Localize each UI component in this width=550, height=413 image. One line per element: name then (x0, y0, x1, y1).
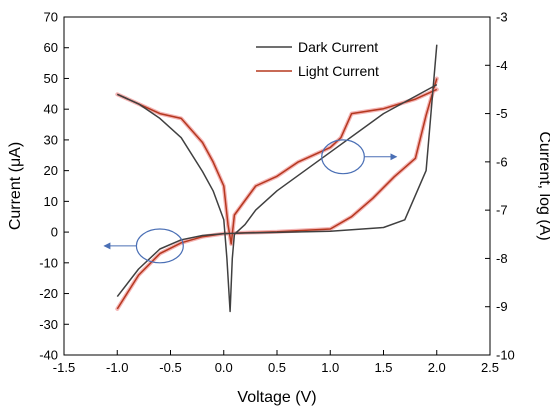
plot-area-frame (63, 16, 491, 356)
x-tick-label: 0.5 (268, 360, 286, 375)
x-axis-ticks: -1.5 -1.0 -0.5 0.0 0.5 1.0 1.5 2.0 2.5 (53, 350, 499, 375)
legend-label-dark: Dark Current (298, 39, 378, 55)
x-tick-label: 1.0 (321, 360, 339, 375)
y-tick-label: 20 (44, 163, 58, 178)
y2-tick-label: -5 (496, 106, 508, 121)
annotation-layer (103, 139, 398, 264)
x-tick-label: -0.5 (159, 360, 181, 375)
y2-tick-label: -8 (496, 251, 508, 266)
x-tick-label: 2.0 (428, 360, 446, 375)
y-axis-label: Current (μA) (7, 142, 24, 230)
y-tick-label: 30 (44, 132, 58, 147)
y-tick-label: -10 (39, 255, 58, 270)
series-halo-light-current-log (115, 87, 439, 246)
series-line-dark-current-log (116, 83, 438, 313)
x-tick-label: -1.0 (106, 360, 128, 375)
y-tick-label: 70 (44, 10, 58, 25)
y-tick-label: 50 (44, 71, 58, 86)
y2-axis-label: Current, log (A) (536, 131, 550, 240)
y-tick-label: 10 (44, 194, 58, 209)
y-tick-label: -40 (39, 348, 58, 363)
x-tick-label: 1.5 (374, 360, 392, 375)
y2-tick-label: -9 (496, 299, 508, 314)
y-tick-label: 40 (44, 102, 58, 117)
y-tick-label: -20 (39, 286, 58, 301)
y-tick-label: -30 (39, 317, 58, 332)
y2-tick-label: -3 (496, 10, 508, 25)
y-tick-label: 0 (51, 225, 58, 240)
y2-tick-label: -4 (496, 58, 508, 73)
x-tick-label: 2.5 (481, 360, 499, 375)
series-line-light-current-log (116, 88, 438, 245)
annotation-ellipse-2 (321, 139, 365, 175)
y2-tick-label: -6 (496, 154, 508, 169)
series-layer (115, 44, 439, 313)
y-axis-ticks: -40 -30 -20 -10 0 10 20 30 40 50 60 70 (39, 10, 69, 363)
annotation-ellipse-1 (135, 228, 184, 264)
series-line-dark-current (116, 44, 438, 298)
y-tick-label: 60 (44, 40, 58, 55)
y2-tick-label: -10 (496, 348, 515, 363)
x-tick-label: -1.5 (53, 360, 75, 375)
legend: Dark Current Light Current (256, 39, 379, 79)
y2-axis-ticks: -10 -9 -8 -7 -6 -5 -4 -3 (485, 10, 515, 363)
x-axis-label: Voltage (V) (237, 389, 316, 406)
legend-label-light: Light Current (298, 63, 379, 79)
x-tick-label: 0.0 (215, 360, 233, 375)
y2-tick-label: -7 (496, 203, 508, 218)
